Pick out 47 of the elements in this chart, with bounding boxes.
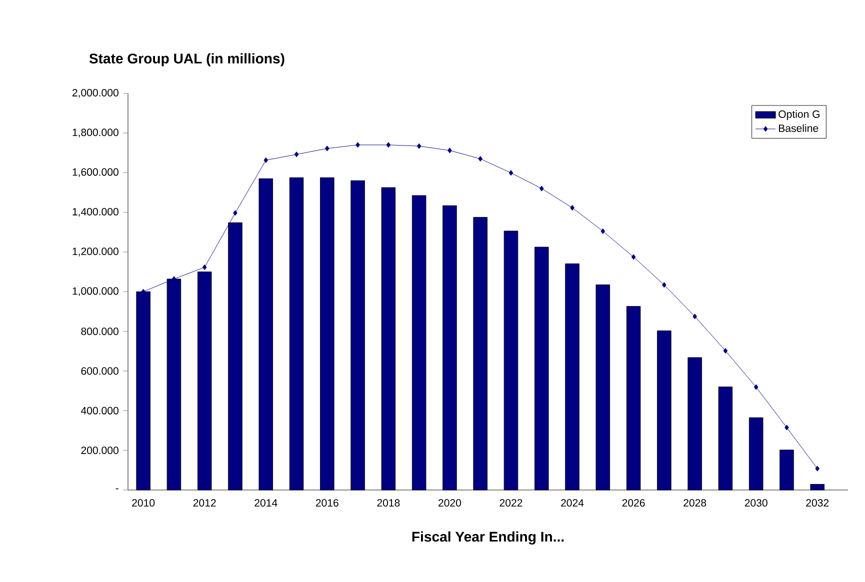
y-tick-label: 800.000: [81, 328, 118, 336]
x-tick-label: 2032: [806, 499, 829, 507]
y-tick-label: 1,800.000: [72, 128, 118, 138]
x-tick-label: 2014: [254, 499, 278, 507]
x-tick-label: 2010: [132, 499, 155, 507]
point: [508, 170, 514, 176]
chart-title: State Group UAL (in millions): [89, 53, 284, 66]
x-tick-label: 2022: [500, 499, 522, 507]
point: [202, 264, 207, 270]
x-tick-label: 2020: [438, 499, 462, 507]
x-tick-label: 2030: [744, 499, 768, 507]
y-tick-label: 1,400.000: [72, 208, 118, 217]
x-tick-label: 2016: [316, 499, 338, 507]
legend-label: Baseline: [778, 124, 818, 132]
y-tick-label: 400.000: [80, 406, 118, 414]
x-tick-label: 2018: [377, 499, 400, 507]
point: [754, 384, 758, 390]
legend-label: Option G: [778, 110, 820, 120]
y-tick-label: 1,000.000: [72, 287, 118, 296]
point: [448, 148, 452, 154]
x-tick-label: 2028: [684, 499, 706, 507]
point: [631, 254, 636, 260]
point: [386, 142, 391, 148]
y-tick-label: -: [116, 488, 118, 490]
y-tick-label: 200.000: [81, 446, 118, 454]
y-tick-label: 1,600.000: [72, 168, 118, 178]
point: [294, 152, 299, 158]
point: [600, 228, 606, 234]
point: [662, 282, 666, 288]
x-tick-label: 2026: [622, 499, 645, 507]
y-tick-label: 2,000.000: [72, 88, 118, 98]
y-tick-label: 600.000: [81, 367, 118, 375]
point: [324, 146, 330, 152]
x-axis-title: Fiscal Year Ending In...: [412, 531, 564, 545]
point: [723, 348, 728, 354]
point: [784, 424, 789, 430]
point: [416, 143, 422, 149]
y-tick-label: 1,200.000: [72, 248, 118, 256]
x-tick-label: 2012: [193, 499, 216, 507]
point: [692, 314, 697, 320]
point: [478, 156, 483, 162]
point: [233, 210, 238, 216]
x-tick-label: 2024: [561, 499, 584, 507]
point: [539, 186, 544, 192]
point: [264, 157, 268, 163]
point: [356, 142, 360, 148]
point: [815, 466, 820, 472]
